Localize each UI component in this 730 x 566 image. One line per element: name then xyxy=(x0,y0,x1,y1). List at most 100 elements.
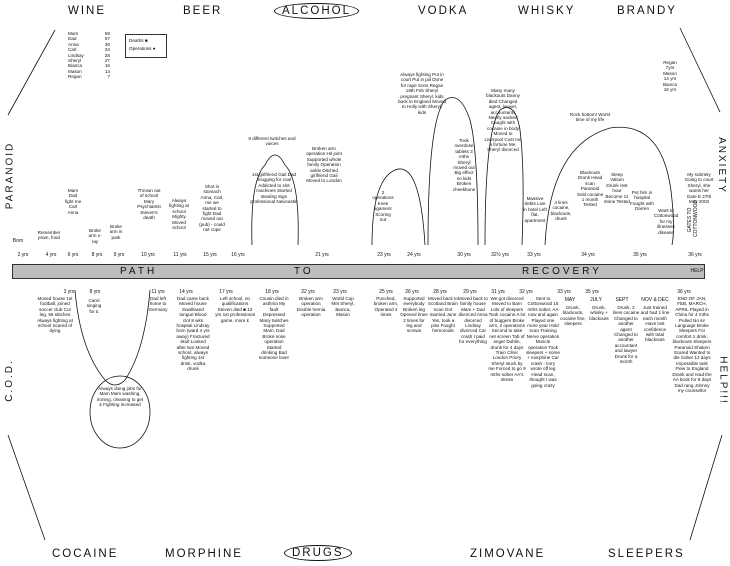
note-sobriety: My sobriety Going to court Sheryl, she w… xyxy=(684,172,714,205)
age-tick: SEPT xyxy=(615,297,629,303)
kids-ages-note: Regan 7yrs Mason 14 yrs Bianca 16 yrs xyxy=(662,60,678,93)
note-valium: Sleep Valium Drunk rest hour Become 11 s… xyxy=(604,172,630,205)
age-tick: 33 yrs xyxy=(527,252,541,258)
header-morphine: MORPHINE xyxy=(165,548,243,560)
age-tick: JULY xyxy=(590,297,602,303)
age-tick: 11 yrs xyxy=(173,252,187,258)
age-tick: 10 yrs xyxy=(141,252,155,258)
bar-label-recovery: RECOVERY xyxy=(522,266,602,277)
age-tick: 36 yrs xyxy=(688,252,702,258)
note-may: Drunk, blackouts, cocaine fine, sleepers xyxy=(560,305,586,327)
header-vodka: VODKA xyxy=(418,5,469,17)
header-wine: WINE xyxy=(68,5,107,17)
age-tick: 33 yrs xyxy=(557,289,571,295)
age-tick: 9 yrs xyxy=(113,252,125,258)
side-paranoid: PARANOID xyxy=(4,141,16,210)
bar-label-path: PATH xyxy=(120,266,158,277)
note-left-school: Left school, no qualifications Steven di… xyxy=(215,296,255,323)
note-broke-arm: Broke arm in park xyxy=(109,224,123,240)
age-tick: MAY xyxy=(564,297,576,303)
age-tick: 21 yrs xyxy=(315,252,329,258)
arrow-wine-paranoid xyxy=(7,29,56,116)
age-tick: 16 yrs xyxy=(231,252,245,258)
age-tick: 29 yrs xyxy=(463,289,477,295)
note-girlfriend: 1st girlfriend Gail Dad drugging for coa… xyxy=(250,172,298,205)
note-scotland: Moved back to Scotland Brain scan Got ma… xyxy=(428,296,458,334)
note-jail: Always fighting Put in court Put in jail… xyxy=(398,72,447,115)
note-4-lines: 4 lines cocaine, blackouts, drunk xyxy=(550,200,572,222)
arrow-brandy-anxiety xyxy=(679,27,721,113)
header-whisky: WHISKY xyxy=(518,5,576,17)
path-to-recovery-bar xyxy=(12,264,705,279)
age-tick: NOV & DEC xyxy=(641,297,669,303)
note-sept: Drunk, 2 lines cocaine Changed to anothe… xyxy=(612,305,640,365)
note-cottonwood-sent: Sent to Cottonwood 15 mths sober, AA now… xyxy=(526,296,560,388)
note-dad-came-back: Dad came back Moved house Swallowed tong… xyxy=(176,296,210,372)
note-end-jan: END OF JAN, FEB, MARCH, APRIL Played in … xyxy=(672,296,712,393)
bar-label-to: TO xyxy=(294,266,314,277)
note-dad-germany: Dad left home to Germany xyxy=(148,296,168,312)
age-tick: 4 yrs xyxy=(45,252,57,258)
ellipse-jobs xyxy=(89,375,151,449)
note-fighting-school: Always fighting at school Mighty Moved s… xyxy=(169,198,189,231)
note-xray: Broke arm x-ray xyxy=(88,228,102,244)
note-blackouts: Many many blackouts Danny died Changed a… xyxy=(484,88,522,153)
header-brandy: BRANDY xyxy=(617,5,677,17)
header-beer: BEER xyxy=(183,5,223,17)
age-tick: 15 yrs xyxy=(203,252,217,258)
bump-operations xyxy=(371,168,426,246)
note-knee: 2 operations Knee ligament Scoring out xyxy=(372,190,394,223)
ages-legend: Mam 59 Dad 57 Anna 36 Carl 34 Lindsay 28 Sher… xyxy=(68,31,110,80)
note-supported: Supported everybody Broken leg Opened kn… xyxy=(400,296,428,334)
note-carol: Carol singing for £ xyxy=(86,298,102,314)
age-tick: 32 yrs xyxy=(519,289,533,295)
note-cousin: Cousin died in asthma My fault Depressed… xyxy=(258,296,290,361)
age-tick: 25 yrs xyxy=(379,289,393,295)
note-debts: Massive debts Live in hotel Left flat, a… xyxy=(523,196,547,223)
curve-jobs xyxy=(74,289,151,386)
note-hospital: Put him in hospital Fought with Darren xyxy=(630,190,654,212)
note-world-cup: World Cup Met Sheryl, Bianca, Mason xyxy=(331,296,355,318)
side-cod: C.O.D. xyxy=(3,359,15,402)
arrow-cod-cocaine xyxy=(7,434,46,541)
age-tick: 35 yrs xyxy=(633,252,647,258)
note-twitches: 9 different twitches and voices xyxy=(248,136,296,147)
note-overdose: Took overdose tablets 3 mths Sheryl move… xyxy=(452,138,476,192)
note-family-house: Moved back to family house Mam + Dad div… xyxy=(458,296,488,345)
age-tick: 30 yrs xyxy=(457,252,471,258)
age-tick: 24 yrs xyxy=(407,252,421,258)
bar-label-help: HELP xyxy=(690,268,704,274)
note-moved-house: Moved house 1st football, joined soccer … xyxy=(37,296,73,334)
note-divorced: We got divorced Moved to Barn Lots of sl… xyxy=(488,296,526,383)
note-cottonwood: Want to Cottonwood for my illnesses dise… xyxy=(653,208,679,235)
age-tick: 34 yrs xyxy=(581,252,595,258)
note-fight: Mam Dad fight me Carl Anna xyxy=(64,188,82,215)
gates-label: GATES TO COTTONWOOD xyxy=(687,199,699,237)
age-tick: 26 yrs xyxy=(405,289,419,295)
age-tick: 14 yrs xyxy=(179,289,193,295)
bump-fighting xyxy=(427,97,479,246)
note-pram: Remember pram, food xyxy=(37,230,61,241)
age-born: Born xyxy=(12,238,24,244)
age-tick: 2 yrs xyxy=(17,252,29,258)
note-hernia: Broken arm operation Double hernia opera… xyxy=(296,296,326,318)
header-sleepers: SLEEPERS xyxy=(608,548,685,560)
age-tick: 23 yrs xyxy=(377,252,391,258)
arrow-help-sleepers xyxy=(689,434,723,541)
header-drugs: DRUGS xyxy=(284,545,352,561)
side-anxiety: ANXIETY xyxy=(715,137,727,194)
note-nov-dec: Just trained and had 1 line each month H… xyxy=(640,305,670,343)
age-tick: 6 yrs xyxy=(67,252,79,258)
age-tick: 8 yrs xyxy=(89,289,101,295)
note-july: Drunk, whisky + blackouts xyxy=(589,305,609,321)
age-tick: 22 yrs xyxy=(301,289,315,295)
age-tick: 31 yrs xyxy=(491,289,505,295)
note-rock-bottom: Rock bottom! Worst time of my life xyxy=(569,112,611,123)
bump-twitches xyxy=(251,154,299,246)
note-thrown-out: Thrown out of school Mary Psychiatrist S… xyxy=(137,188,161,221)
note-shot: Shot in stomach Anna, Carl, me we starte… xyxy=(199,184,225,233)
age-tick: 8 yrs xyxy=(91,252,103,258)
bump-rock-bottom xyxy=(544,126,674,246)
bump-blackouts xyxy=(484,107,524,246)
header-zimovane: ZIMOVANE xyxy=(470,548,546,560)
